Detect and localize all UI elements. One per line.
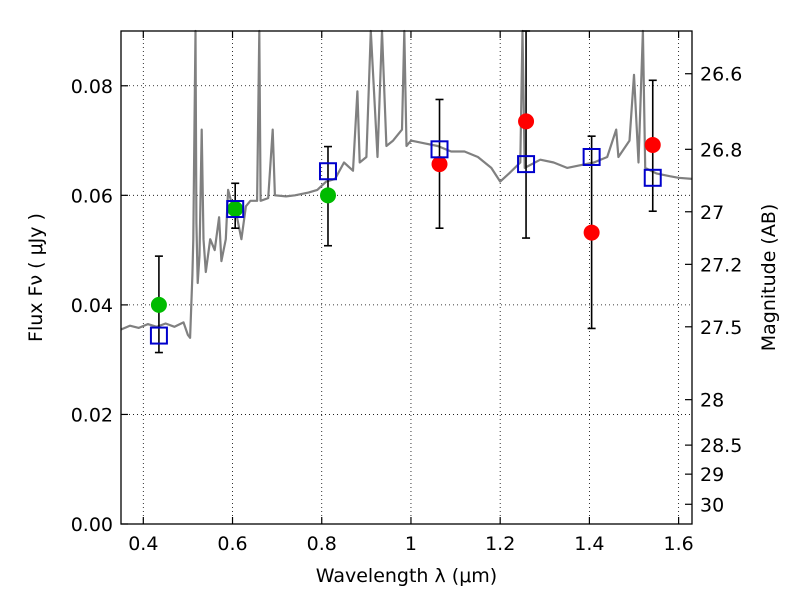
model-point bbox=[318, 162, 337, 181]
data-point bbox=[431, 156, 448, 173]
x-axis-ticks: 0.4 0.6 0.8 1 1.2 1.4 1.6 bbox=[128, 31, 694, 555]
model-point bbox=[582, 147, 601, 166]
y-tick-label: 0.08 bbox=[71, 76, 113, 98]
model-point bbox=[643, 168, 662, 187]
right-tick-label: 29 bbox=[700, 464, 724, 486]
x-tick-label: 1 bbox=[405, 533, 417, 555]
data-point bbox=[518, 113, 535, 130]
right-tick-label: 27.2 bbox=[700, 254, 742, 276]
spectrum-series bbox=[120, 29, 693, 339]
data-markers bbox=[149, 113, 662, 345]
y-axis-ticks: 0.00 0.02 0.04 0.06 0.08 bbox=[71, 76, 128, 536]
data-point bbox=[644, 136, 661, 153]
right-tick-label: 30 bbox=[700, 494, 724, 516]
y-tick-label: 0.00 bbox=[71, 514, 113, 536]
y-tick-label: 0.06 bbox=[71, 185, 113, 207]
right-tick-label: 28.5 bbox=[700, 435, 742, 457]
model-point bbox=[517, 155, 536, 174]
spectrum-line bbox=[120, 29, 693, 339]
data-point bbox=[227, 201, 244, 218]
y-tick-label: 0.04 bbox=[71, 295, 113, 317]
right-axis-label: Magnitude (AB) bbox=[758, 204, 780, 352]
right-tick-label: 26.6 bbox=[700, 64, 742, 86]
x-axis-label: Wavelength λ (μm) bbox=[316, 565, 497, 587]
model-point bbox=[149, 326, 168, 345]
right-tick-label: 28 bbox=[700, 390, 724, 412]
x-tick-label: 0.6 bbox=[217, 533, 247, 555]
x-tick-label: 0.8 bbox=[307, 533, 337, 555]
y-axis-label: Flux Fν ( μJy ) bbox=[25, 213, 47, 342]
y-tick-label: 0.02 bbox=[71, 404, 113, 426]
x-tick-label: 1.2 bbox=[485, 533, 515, 555]
model-point bbox=[430, 140, 449, 159]
x-tick-label: 1.6 bbox=[664, 533, 694, 555]
data-point bbox=[319, 187, 336, 204]
x-tick-label: 0.4 bbox=[128, 533, 158, 555]
model-point bbox=[226, 200, 245, 219]
right-tick-label: 27 bbox=[700, 202, 724, 224]
right-tick-label: 26.8 bbox=[700, 139, 742, 161]
plot-frame bbox=[120, 30, 693, 525]
x-tick-label: 1.4 bbox=[574, 533, 604, 555]
right-tick-label: 27.5 bbox=[700, 317, 742, 339]
data-point bbox=[583, 224, 600, 241]
right-axis-ticks: 26.6 26.8 27 27.2 27.5 28 28.5 29 30 bbox=[685, 64, 742, 516]
data-point bbox=[150, 296, 167, 313]
